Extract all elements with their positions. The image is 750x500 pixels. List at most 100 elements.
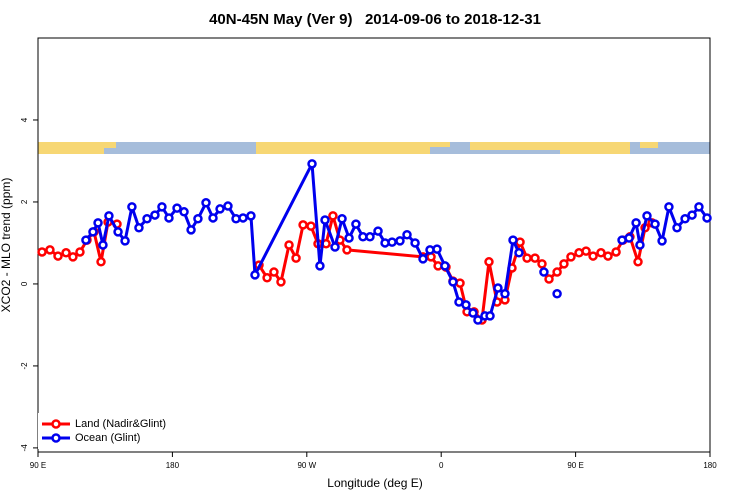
data-point: [432, 244, 442, 254]
data-point: [522, 253, 532, 263]
data-point: [395, 236, 405, 246]
data-point: [461, 300, 471, 310]
legend-label: Ocean (Glint): [75, 432, 140, 444]
land-strip: [470, 142, 560, 150]
data-point: [193, 214, 203, 224]
data-point: [276, 277, 286, 287]
legend-label: Land (Nadir&Glint): [75, 418, 166, 430]
data-point: [530, 253, 540, 263]
data-point: [291, 253, 301, 263]
data-point: [61, 248, 71, 258]
data-point: [284, 240, 294, 250]
data-point: [68, 252, 78, 262]
x-axis-label: Longitude (deg E): [327, 476, 422, 490]
data-point: [337, 214, 347, 224]
data-point: [223, 201, 233, 211]
data-point: [246, 211, 256, 221]
data-point: [53, 251, 63, 261]
data-point: [514, 248, 524, 258]
data-point: [45, 245, 55, 255]
data-point: [328, 211, 338, 221]
y-tick-label: -2: [20, 362, 29, 370]
data-point: [186, 225, 196, 235]
data-point: [687, 210, 697, 220]
data-point: [342, 245, 352, 255]
chart-title: 40N-45N May (Ver 9) 2014-09-06 to 2018-1…: [209, 11, 541, 28]
data-point: [581, 246, 591, 256]
data-point: [164, 213, 174, 223]
data-point: [544, 274, 554, 284]
data-point: [307, 159, 317, 169]
y-tick-label: -4: [20, 444, 29, 452]
x-tick-label: 0: [439, 461, 444, 470]
land-ocean-band: [38, 142, 710, 154]
data-point: [150, 210, 160, 220]
data-point: [344, 233, 354, 243]
data-point: [315, 261, 325, 271]
data-point: [88, 227, 98, 237]
data-point: [694, 202, 704, 212]
legend-marker: [51, 419, 61, 429]
data-point: [493, 283, 503, 293]
legend: Land (Nadir&Glint) Ocean (Glint): [38, 413, 188, 449]
y-axis-label: XCO2 - MLO trend (ppm): [0, 178, 13, 313]
data-point: [373, 226, 383, 236]
data-point: [37, 247, 47, 257]
data-point: [298, 220, 308, 230]
data-point: [201, 198, 211, 208]
data-point: [539, 267, 549, 277]
data-point: [250, 270, 260, 280]
land-strip: [430, 142, 450, 147]
data-point: [410, 238, 420, 248]
data-point: [588, 251, 598, 261]
data-point: [238, 213, 248, 223]
data-point: [611, 247, 621, 257]
data-point: [81, 235, 91, 245]
data-point: [330, 242, 340, 252]
data-point: [418, 254, 428, 264]
data-point: [484, 257, 494, 267]
x-tick-label: 90 E: [567, 461, 583, 470]
data-point: [552, 289, 562, 299]
data-point: [120, 236, 130, 246]
data-point: [96, 257, 106, 267]
data-point: [320, 215, 330, 225]
data-point: [680, 214, 690, 224]
data-point: [624, 233, 634, 243]
data-point: [134, 223, 144, 233]
data-point: [262, 273, 272, 283]
data-point: [306, 221, 316, 231]
data-point: [142, 214, 152, 224]
data-point: [269, 267, 279, 277]
data-point: [566, 252, 576, 262]
data-point: [633, 257, 643, 267]
data-point: [664, 202, 674, 212]
data-point: [468, 308, 478, 318]
data-point: [631, 218, 641, 228]
data-point: [702, 213, 712, 223]
land-strip: [560, 142, 630, 154]
y-tick-label: 0: [20, 281, 29, 286]
data-point: [179, 207, 189, 217]
data-point: [650, 219, 660, 229]
y-tick-label: 4: [20, 117, 29, 122]
data-point: [387, 237, 397, 247]
data-point: [508, 235, 518, 245]
data-point: [127, 202, 137, 212]
land-strip: [640, 142, 658, 148]
land-strip: [256, 142, 430, 154]
data-point: [596, 248, 606, 258]
data-point: [603, 251, 613, 261]
data-point: [157, 202, 167, 212]
data-point: [215, 204, 225, 214]
data-point: [172, 203, 182, 213]
x-tick-label: 90 W: [297, 461, 316, 470]
data-point: [365, 232, 375, 242]
land-strip: [38, 142, 104, 154]
x-tick-label: 180: [703, 461, 717, 470]
data-point: [559, 259, 569, 269]
data-point: [93, 218, 103, 228]
data-point: [642, 211, 652, 221]
data-point: [351, 219, 361, 229]
